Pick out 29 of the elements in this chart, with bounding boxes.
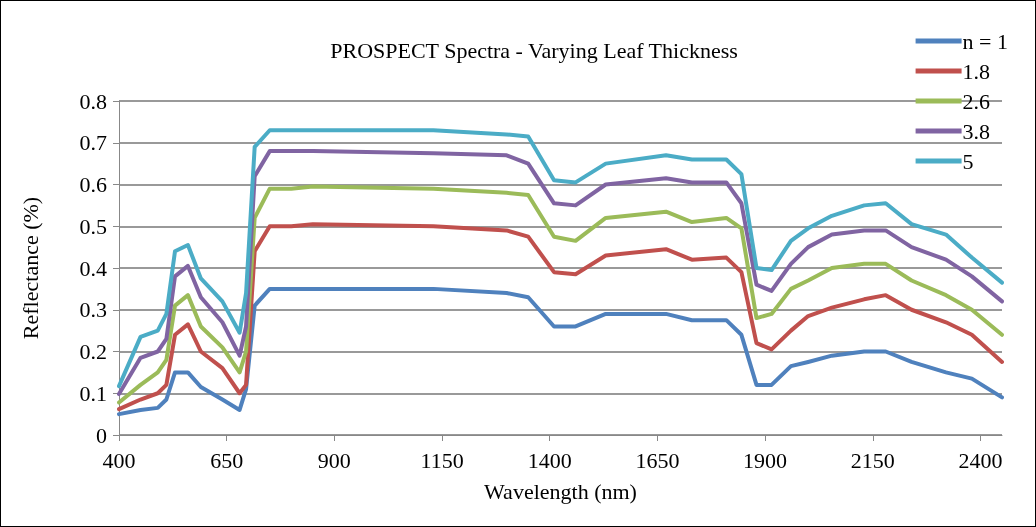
y-tick-label: 0.8 [79, 88, 107, 114]
line-series [117, 286, 1004, 417]
x-tick-label: 1150 [420, 447, 464, 473]
legend-label: 5 [962, 148, 974, 174]
y-tick-label: 0.1 [79, 380, 107, 406]
x-tick-label: 400 [102, 447, 136, 473]
chart-title: PROSPECT Spectra - Varying Leaf Thickness [330, 37, 738, 63]
legend-label: n = 1 [962, 28, 1009, 54]
x-tick-label: 1650 [635, 447, 680, 473]
legend-label: 2.6 [962, 88, 991, 114]
x-tick-label: 2150 [850, 447, 895, 473]
legend-label: 1.8 [962, 58, 991, 84]
x-tick-label: 900 [317, 447, 351, 473]
y-tick-label: 0.6 [79, 172, 107, 197]
y-tick-label: 0.5 [79, 213, 107, 239]
y-tick-label: 0.7 [79, 130, 107, 156]
y-tick-label: 0.2 [79, 339, 107, 364]
x-tick-label: 650 [210, 447, 244, 473]
line-series [117, 222, 1004, 412]
x-tick-label: 1900 [743, 447, 788, 473]
x-axis-title: Wavelength (nm) [484, 478, 637, 504]
x-tick-label: 2400 [958, 447, 1003, 473]
x-tick-label: 1400 [527, 447, 572, 473]
y-tick-label: 0.3 [79, 297, 107, 323]
y-axis-title: Reflectance (%) [17, 196, 43, 340]
y-tick-label: 0.4 [79, 255, 107, 281]
y-tick-label: 0 [96, 422, 107, 448]
legend-label: 3.8 [962, 118, 991, 144]
line-series [117, 184, 1004, 405]
